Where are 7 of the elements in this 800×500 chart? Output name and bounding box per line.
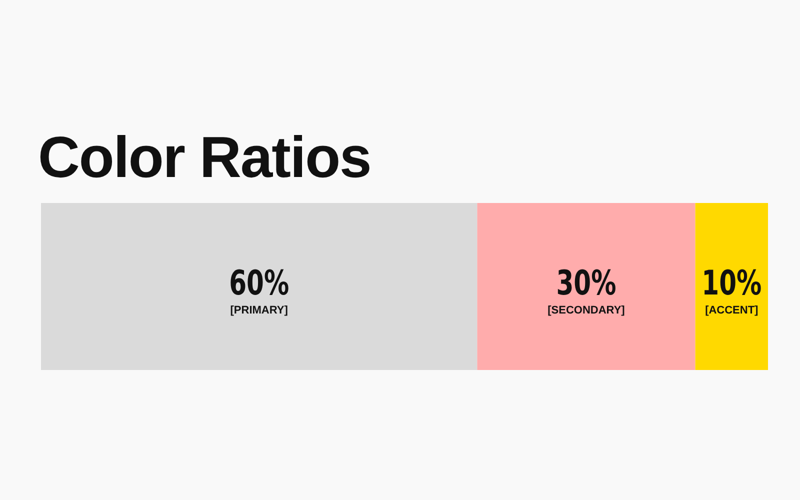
data-label: 30%: [556, 264, 616, 304]
series-label: [SECONDARY]: [548, 304, 626, 316]
data-label: 10%: [702, 264, 762, 304]
series-label: [ACCENT]: [705, 304, 759, 316]
data-label: 60%: [229, 264, 290, 304]
series-label: [PRIMARY]: [230, 304, 288, 316]
chart-title: Color Ratios: [38, 124, 371, 191]
